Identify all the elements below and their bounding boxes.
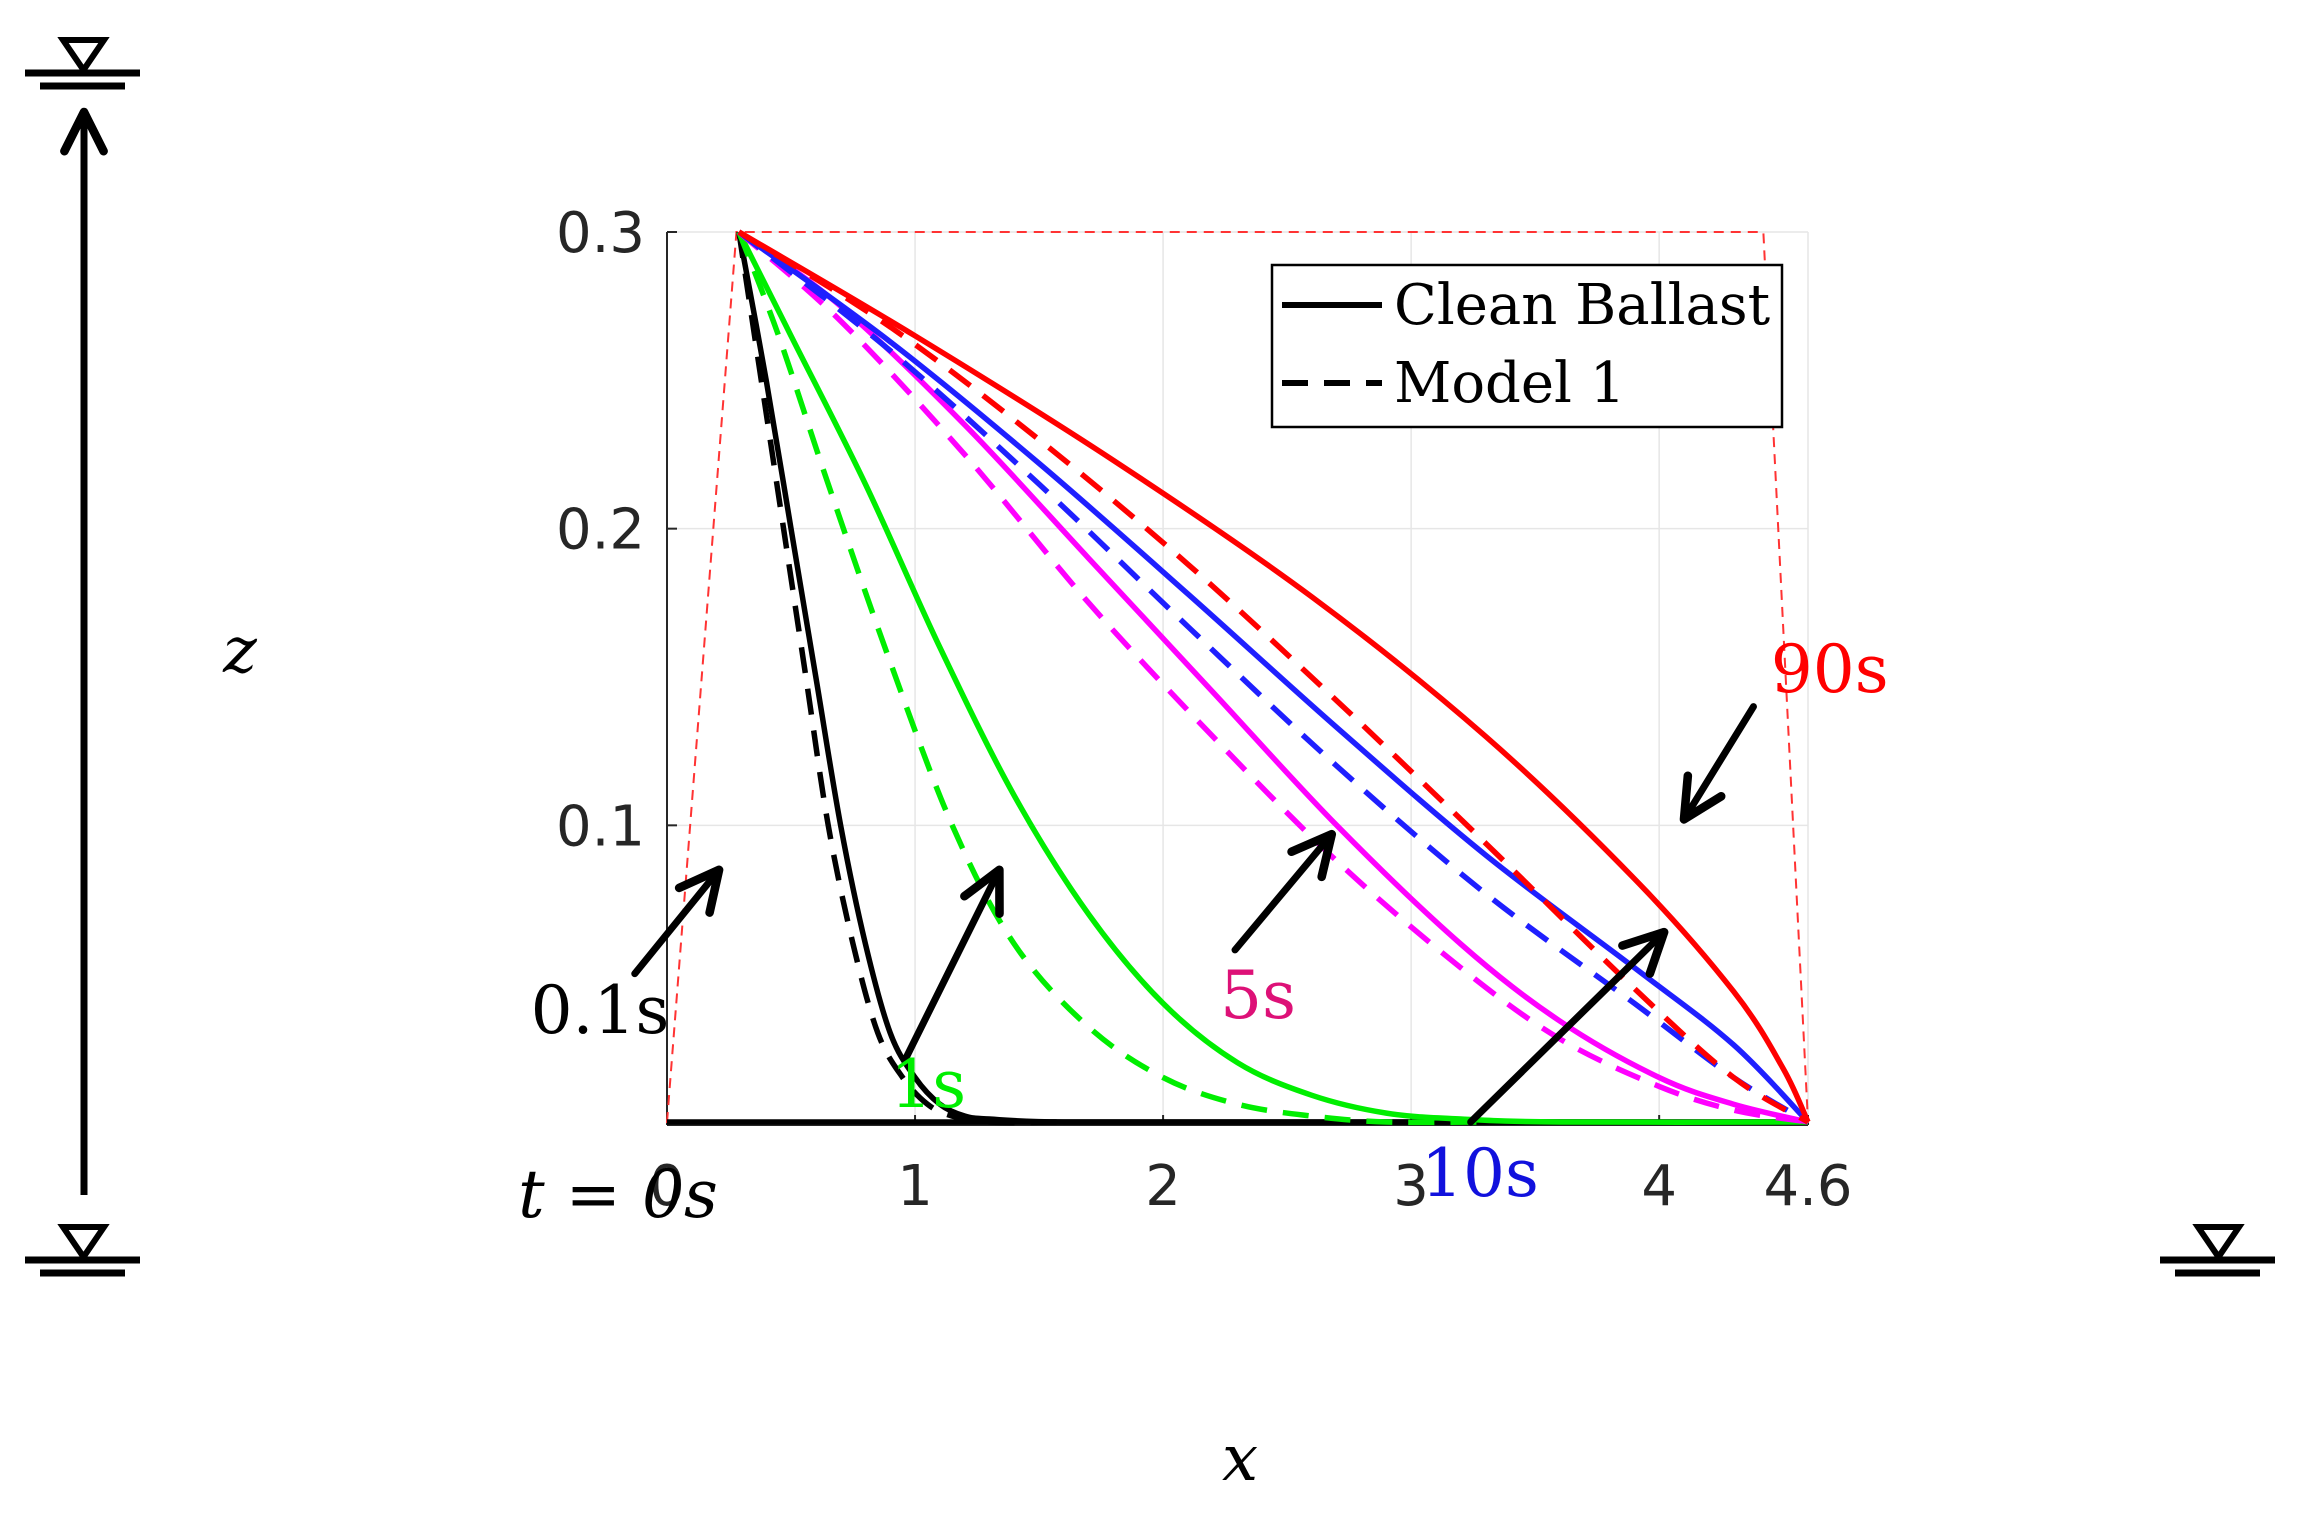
y-tick-labels: 0.1 0.2 0.3 [556,201,645,859]
series-line-01s-solid-1 [736,231,1808,1125]
y-tick-label-1: 0.2 [556,498,645,563]
annotation-label-1: 0.1s [531,972,670,1049]
annotation-label-2: 1s [890,1046,966,1123]
series-line-90s-dashed-10 [737,229,1810,1125]
annotation-label-5: 90s [1771,631,1889,708]
y-axis-label: z [222,614,258,688]
x-tick-label-5: 4.6 [1763,1154,1852,1219]
annotation-arrow-1 [631,865,724,978]
annotation-arrow-5 [1679,703,1757,824]
x-tick-label-2: 2 [1145,1154,1181,1219]
annotation-label-3: 5s [1220,957,1296,1034]
series-line-10s-dashed-8 [737,229,1810,1125]
series-line-10s-solid-7 [737,229,1810,1124]
annotation-arrows [631,703,1757,1126]
x-tick-labels: 0 1 2 3 4 4.6 [649,1154,1852,1219]
left-boundary-decoration [25,37,140,1277]
x-tick-label-3: 3 [1393,1154,1429,1219]
annotation-labels: t = 0s 0.1s 1s 5s 10s 90s [518,631,1888,1233]
x-tick-label-0: 0 [649,1154,685,1219]
legend: Clean Ballast Model 1 [1270,263,1784,429]
legend-box [1270,263,1784,429]
legend-entry-clean-ballast: Clean Ballast [1394,273,1771,338]
x-tick-label-4: 4 [1641,1154,1677,1219]
annotation-arrow-3 [1231,829,1337,954]
water-level-bottom-symbol [25,1224,140,1277]
x-axis-label: x [1222,1422,1258,1496]
x-tick-label-1: 1 [897,1154,933,1219]
series-line-1s-dashed-4 [736,231,1486,1126]
series-line-5s-solid-5 [737,229,1809,1125]
water-level-right-symbol [2160,1224,2275,1277]
y-tick-label-2: 0.3 [556,201,645,266]
legend-entry-model-1: Model 1 [1394,351,1625,416]
water-level-top-symbol [25,37,140,90]
series-line-01s-dashed-2 [736,231,1064,1126]
annotation-label-4: 10s [1421,1135,1539,1212]
annotation-arrow-2 [901,865,1004,1064]
series-lines [667,229,1811,1126]
series-line-90s-solid-9 [737,229,1811,1124]
annotation-arrow-4 [1467,927,1669,1126]
boundary-trapezoid-outline [665,231,1810,1123]
y-tick-label-0: 0.1 [556,794,645,859]
annotation-label-0: t = 0s [518,1156,718,1233]
boundary-trapezoid [665,231,1810,1123]
